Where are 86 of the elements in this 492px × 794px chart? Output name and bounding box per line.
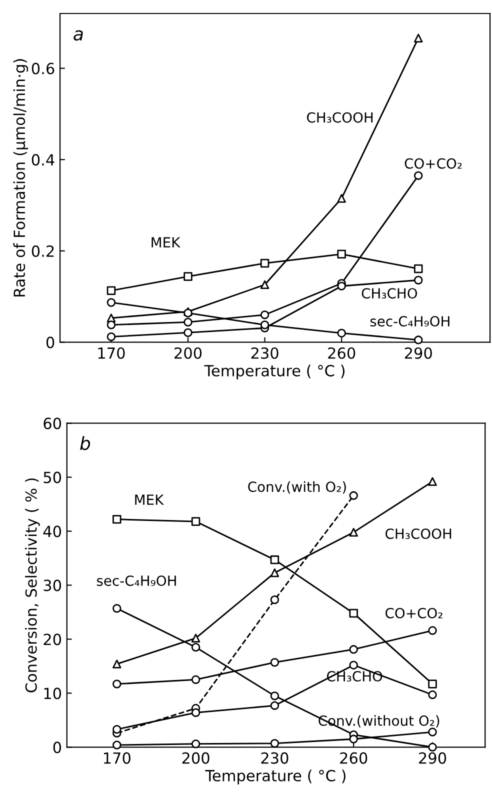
point	[349, 528, 358, 537]
point	[270, 568, 280, 578]
point	[337, 194, 346, 203]
series-label: CH₃COOH	[306, 112, 373, 123]
x-tick-label: 170	[104, 752, 130, 764]
point	[270, 595, 280, 604]
series-label: MEK	[152, 237, 180, 248]
point	[260, 310, 270, 320]
point	[414, 171, 423, 180]
point	[349, 608, 358, 618]
point	[260, 258, 270, 268]
x-tick-label: 230	[261, 752, 288, 764]
point	[112, 740, 122, 750]
series-label: CH₃COOH	[386, 528, 452, 539]
point	[112, 604, 122, 613]
series-label: CO+CO₂	[404, 158, 462, 169]
point	[337, 282, 346, 290]
y-tick-label: 30	[44, 580, 62, 592]
y-tick-label: 0.2	[32, 245, 54, 257]
point	[270, 658, 280, 667]
x-tick-label: 230	[251, 347, 278, 359]
y-tick-label: 40	[43, 526, 62, 538]
point	[184, 318, 192, 326]
y-tick-label: 0	[46, 336, 54, 348]
point	[106, 298, 116, 307]
point	[112, 724, 122, 734]
point	[270, 701, 280, 710]
series-label: MEK	[135, 494, 164, 505]
point	[428, 680, 437, 688]
point	[270, 555, 280, 564]
point	[428, 626, 437, 635]
point	[112, 514, 122, 524]
point	[349, 645, 358, 654]
point	[184, 272, 192, 281]
x-axis-title: Temperature ( °C )	[204, 364, 344, 380]
point	[428, 690, 437, 700]
y-tick-label: 0.6	[32, 62, 54, 74]
point	[349, 734, 358, 744]
text: a	[74, 30, 83, 41]
y-tick-label: 60	[44, 418, 62, 430]
point	[428, 477, 437, 486]
point	[414, 336, 423, 344]
point	[414, 34, 423, 43]
y-tick-label: 20	[44, 634, 62, 646]
point	[191, 642, 200, 652]
y-tick-label: 0.4	[32, 154, 54, 166]
point	[270, 739, 280, 748]
point	[112, 660, 122, 668]
x-tick-label: 170	[98, 347, 125, 359]
series-label: CO+CO₂	[386, 608, 442, 618]
y-axis-title: Rate of Formation (μmol/min·g)	[13, 59, 28, 296]
point	[191, 634, 200, 642]
y-axis-title: Conversion, Selectivity ( % )	[25, 478, 40, 692]
x-axis-title: Temperature ( °C )	[205, 770, 346, 784]
point	[191, 740, 200, 748]
point	[349, 660, 358, 670]
y-tick-label: 0	[53, 742, 62, 754]
point	[337, 328, 346, 338]
x-tick-label: 260	[340, 752, 368, 764]
y-tick-label: 50	[44, 472, 62, 484]
point	[106, 320, 116, 330]
point	[191, 517, 200, 526]
point	[349, 491, 358, 500]
text: b	[80, 436, 90, 450]
series-label: sec-C₄H₉OH	[370, 316, 450, 327]
series-label: Conv.(with O₂)	[248, 481, 346, 494]
point	[337, 250, 346, 258]
point	[260, 320, 270, 330]
point	[184, 328, 192, 337]
x-tick-label: 290	[419, 752, 446, 764]
x-tick-label: 200	[174, 347, 202, 359]
point	[112, 680, 122, 688]
point	[191, 708, 200, 717]
series-label: CH₃CHO	[362, 288, 418, 299]
point	[414, 264, 423, 274]
point	[260, 280, 270, 290]
series-label: sec-C₄H₉OH	[96, 575, 176, 586]
point	[106, 286, 116, 295]
x-tick-label: 290	[404, 347, 432, 359]
x-tick-label: 260	[328, 347, 356, 359]
point	[414, 276, 423, 284]
point	[428, 728, 437, 736]
point	[191, 675, 200, 684]
x-tick-label: 200	[182, 752, 210, 764]
point	[270, 691, 280, 700]
y-tick-label: 10	[44, 688, 62, 700]
